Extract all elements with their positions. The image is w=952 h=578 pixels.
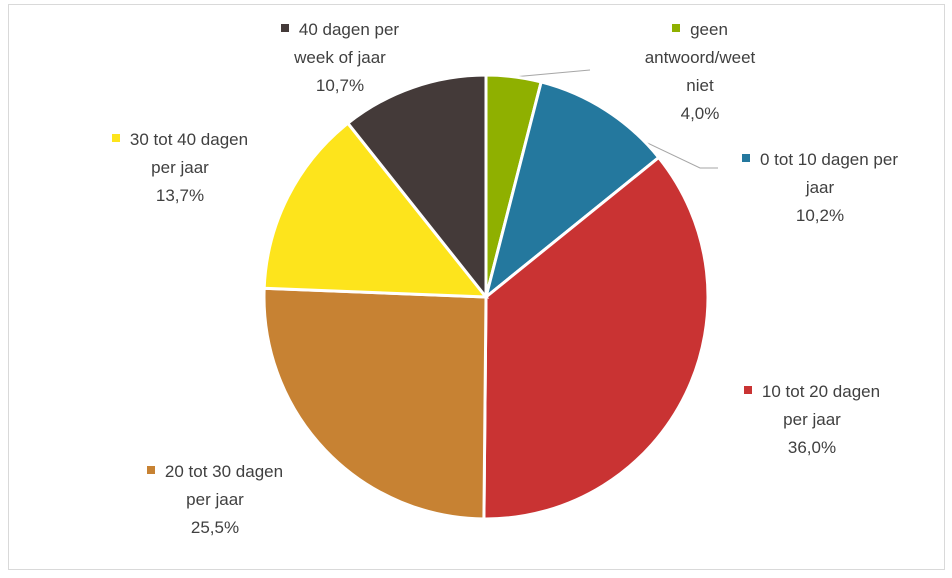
legend-marker bbox=[672, 24, 681, 32]
data-label: 10 tot 20 dagen per jaar 36,0% bbox=[732, 378, 892, 462]
category-label: 40 dagen per week of jaar bbox=[294, 20, 400, 67]
legend-marker bbox=[743, 386, 752, 394]
category-label: 30 tot 40 dagen per jaar bbox=[129, 130, 249, 177]
value-label: 13,7% bbox=[155, 186, 205, 205]
data-label: geen antwoord/weet niet 4,0% bbox=[638, 16, 763, 128]
data-label: 40 dagen per week of jaar 10,7% bbox=[270, 16, 410, 100]
leader-line bbox=[512, 69, 591, 78]
pie-slice bbox=[345, 73, 488, 302]
pie-slice bbox=[262, 121, 490, 299]
pie-slice bbox=[482, 155, 710, 521]
data-label: 0 tot 10 dagen per jaar 10,2% bbox=[740, 146, 900, 230]
category-label: 20 tot 30 dagen per jaar bbox=[164, 462, 284, 509]
pie-slice bbox=[262, 286, 488, 521]
legend-marker bbox=[741, 154, 750, 162]
pie-slice bbox=[483, 80, 661, 302]
category-label: geen antwoord/weet niet bbox=[644, 20, 756, 95]
category-label: 0 tot 10 dagen per jaar bbox=[759, 150, 898, 197]
category-label: 10 tot 20 dagen per jaar bbox=[761, 382, 881, 429]
value-label: 10,7% bbox=[315, 76, 365, 95]
chart-border bbox=[8, 4, 945, 570]
data-label: 30 tot 40 dagen per jaar 13,7% bbox=[100, 126, 260, 210]
legend-marker bbox=[111, 134, 120, 142]
value-label: 25,5% bbox=[190, 518, 240, 537]
legend-marker bbox=[146, 466, 155, 474]
value-label: 4,0% bbox=[680, 104, 720, 123]
data-label: 20 tot 30 dagen per jaar 25,5% bbox=[135, 458, 295, 542]
legend-marker bbox=[280, 24, 289, 32]
value-label: 10,2% bbox=[795, 206, 845, 225]
value-label: 36,0% bbox=[787, 438, 837, 457]
